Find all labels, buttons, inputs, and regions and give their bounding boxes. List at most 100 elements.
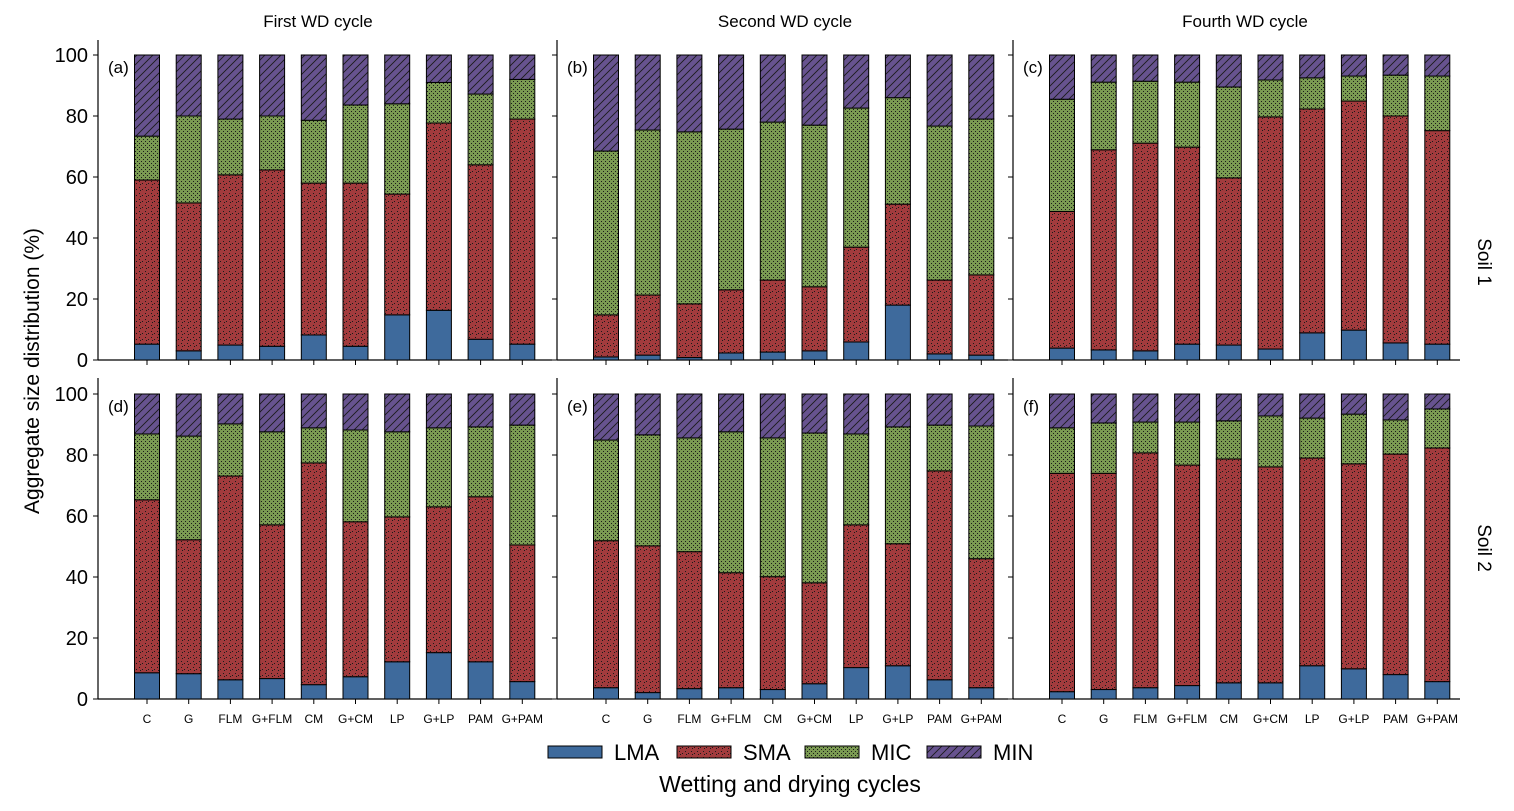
x-tick-label: CM [763, 712, 782, 726]
bar-segment-MIN [759, 54, 786, 123]
bar-segment-MIN [676, 393, 703, 439]
bar-segment-MIC [425, 81, 452, 124]
bar-segment-SMA [1132, 452, 1159, 689]
bar-segment-MIN [134, 393, 160, 435]
bar-stack-CM [1215, 54, 1242, 361]
bar-segment-MIC [342, 429, 369, 523]
bar-segment-MIC [175, 435, 202, 541]
bar-segment-LMA [425, 309, 452, 361]
bar-stack-C [593, 54, 619, 361]
bar-segment-MIN [1424, 54, 1451, 77]
bar-stack-G+FLM [1174, 54, 1201, 361]
y-tick-label: 0 [77, 689, 88, 711]
bar-stack-G [634, 393, 661, 700]
bar-segment-SMA [593, 540, 619, 689]
bar-segment-MIN [801, 393, 828, 434]
bar-segment-SMA [1424, 447, 1451, 683]
bar-segment-LMA [467, 661, 494, 700]
bar-stack-G+FLM [718, 54, 745, 361]
bar-segment-MIC [801, 432, 828, 584]
bar-segment-MIC [1382, 74, 1409, 117]
bar-stack-G+CM [342, 393, 369, 700]
bar-segment-SMA [1090, 149, 1117, 351]
bar-segment-SMA [634, 545, 661, 694]
bar-stack-FLM [217, 393, 244, 700]
bar-segment-LMA [509, 343, 536, 361]
bar-segment-SMA [1174, 146, 1201, 345]
bar-segment-MIN [1174, 393, 1201, 423]
bar-segment-MIN [1049, 393, 1075, 429]
legend-swatch [547, 745, 603, 759]
bar-segment-SMA [968, 558, 995, 689]
x-tick-label: G+LP [882, 712, 913, 726]
bar-segment-LMA [1424, 343, 1451, 361]
x-tick-label: G+PAM [1417, 712, 1458, 726]
bar-segment-LMA [300, 334, 327, 361]
y-tick-label: 20 [66, 628, 88, 650]
bar-segment-SMA [300, 462, 327, 686]
bar-segment-MIC [801, 124, 828, 288]
column-title-fourth: Fourth WD cycle [1182, 12, 1308, 31]
bar-segment-MIN [217, 393, 244, 425]
bar-segment-LMA [259, 678, 286, 700]
bar-segment-MIN [509, 54, 536, 80]
bar-stack-FLM [217, 54, 244, 361]
bar-segment-LMA [1132, 687, 1159, 700]
y-tick-label: 60 [66, 506, 88, 528]
bar-stack-G+LP [884, 54, 911, 361]
bar-segment-MIN [1382, 54, 1409, 76]
bar-segment-MIN [259, 393, 286, 433]
bar-segment-MIN [634, 393, 661, 436]
bar-segment-MIC [384, 431, 411, 518]
bar-segment-SMA [1049, 472, 1075, 693]
bar-segment-SMA [134, 499, 160, 674]
bar-segment-MIC [1090, 422, 1117, 474]
bar-stack-C [134, 393, 160, 700]
bar-stack-CM [759, 393, 786, 700]
bar-stack-G+PAM [509, 54, 536, 361]
bar-segment-MIC [217, 118, 244, 176]
bar-segment-MIC [1174, 81, 1201, 148]
bar-segment-SMA [676, 551, 703, 690]
x-tick-label: C [602, 712, 611, 726]
bar-segment-MIC [1382, 419, 1409, 455]
bar-segment-LMA [1299, 332, 1326, 361]
bar-segment-LMA [342, 676, 369, 700]
bar-segment-MIN [926, 393, 953, 426]
x-tick-label: LP [390, 712, 405, 726]
bar-segment-MIC [300, 119, 327, 184]
bar-segment-MIN [1299, 393, 1326, 419]
bar-segment-MIC [634, 129, 661, 296]
panel-label: (e) [567, 397, 588, 416]
y-axis-label: Aggregate size distribution (%) [21, 228, 44, 514]
legend-item-LMA: LMA [547, 740, 660, 765]
bar-segment-LMA [884, 665, 911, 700]
y-tick-label: 80 [66, 106, 88, 128]
bar-segment-MIN [843, 393, 870, 435]
bar-segment-MIN [1299, 54, 1326, 79]
bar-segment-LMA [1215, 682, 1242, 700]
bar-segment-MIC [467, 426, 494, 498]
bar-segment-MIN [175, 393, 202, 437]
panel-a: 0 20 40 60 80 100 (a) [55, 40, 552, 372]
legend: LMA SMA MIC MIN [547, 740, 1033, 765]
bar-stack-G+PAM [1424, 54, 1451, 361]
bar-segment-MIN [425, 393, 452, 429]
x-tick-label: PAM [927, 712, 952, 726]
bar-segment-MIC [217, 423, 244, 477]
panels: 0 20 40 60 80 100 (a) (b) (c) 0 20 40 60 80 100 (d) C G FL… [55, 40, 1460, 726]
x-tick-label: FLM [1133, 712, 1157, 726]
bar-segment-MIC [884, 426, 911, 545]
bar-stack-G [1090, 393, 1117, 700]
bar-stack-PAM [926, 54, 953, 361]
bar-segment-MIC [884, 97, 911, 205]
column-title-second: Second WD cycle [718, 12, 852, 31]
x-tick-label: G [643, 712, 652, 726]
legend-item-MIN: MIN [926, 740, 1033, 765]
bar-segment-LMA [1257, 348, 1284, 361]
bar-segment-MIC [843, 107, 870, 248]
bar-segment-SMA [1382, 453, 1409, 676]
bar-segment-SMA [884, 543, 911, 667]
bar-segment-MIC [509, 78, 536, 120]
bar-segment-MIC [509, 424, 536, 546]
